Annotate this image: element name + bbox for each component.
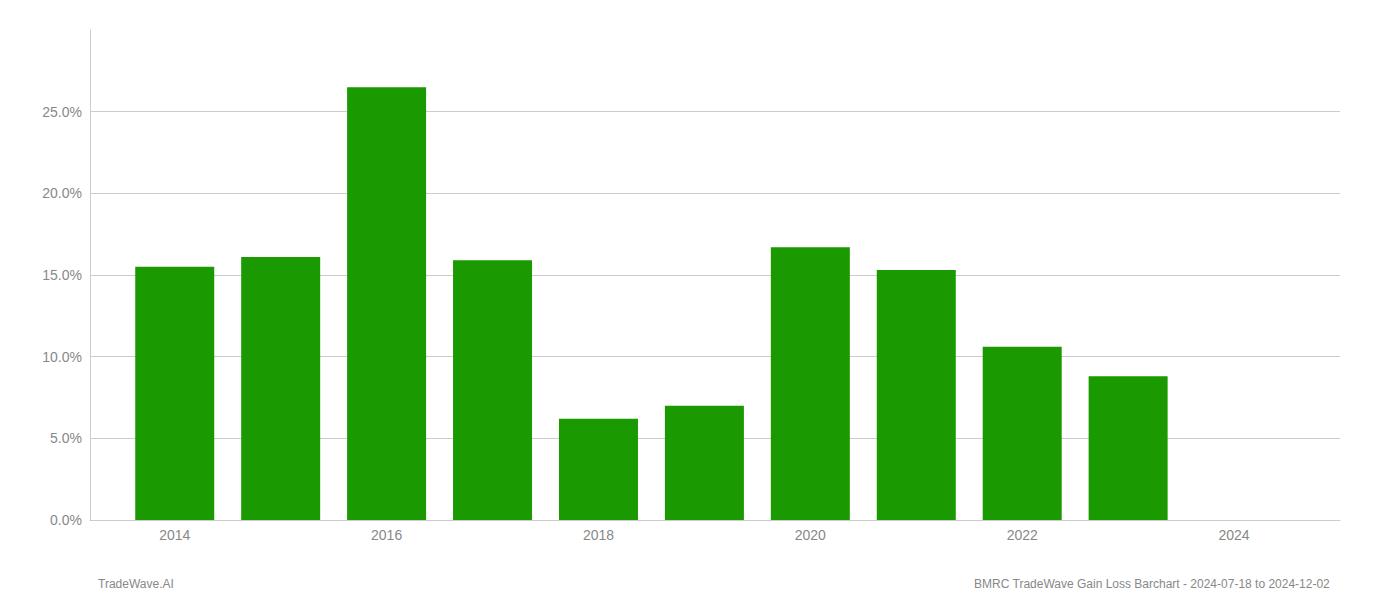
svg-text:10.0%: 10.0% <box>42 349 82 365</box>
svg-text:2018: 2018 <box>583 527 614 543</box>
svg-text:0.0%: 0.0% <box>50 512 82 528</box>
svg-text:15.0%: 15.0% <box>42 267 82 283</box>
svg-text:TradeWave.AI: TradeWave.AI <box>98 577 174 591</box>
svg-text:2020: 2020 <box>795 527 826 543</box>
svg-text:2016: 2016 <box>371 527 402 543</box>
svg-text:2024: 2024 <box>1218 527 1249 543</box>
svg-text:2014: 2014 <box>159 527 190 543</box>
svg-text:25.0%: 25.0% <box>42 104 82 120</box>
svg-text:5.0%: 5.0% <box>50 430 82 446</box>
svg-text:20.0%: 20.0% <box>42 185 82 201</box>
svg-text:2022: 2022 <box>1007 527 1038 543</box>
svg-text:BMRC TradeWave Gain Loss Barch: BMRC TradeWave Gain Loss Barchart - 2024… <box>974 577 1330 591</box>
